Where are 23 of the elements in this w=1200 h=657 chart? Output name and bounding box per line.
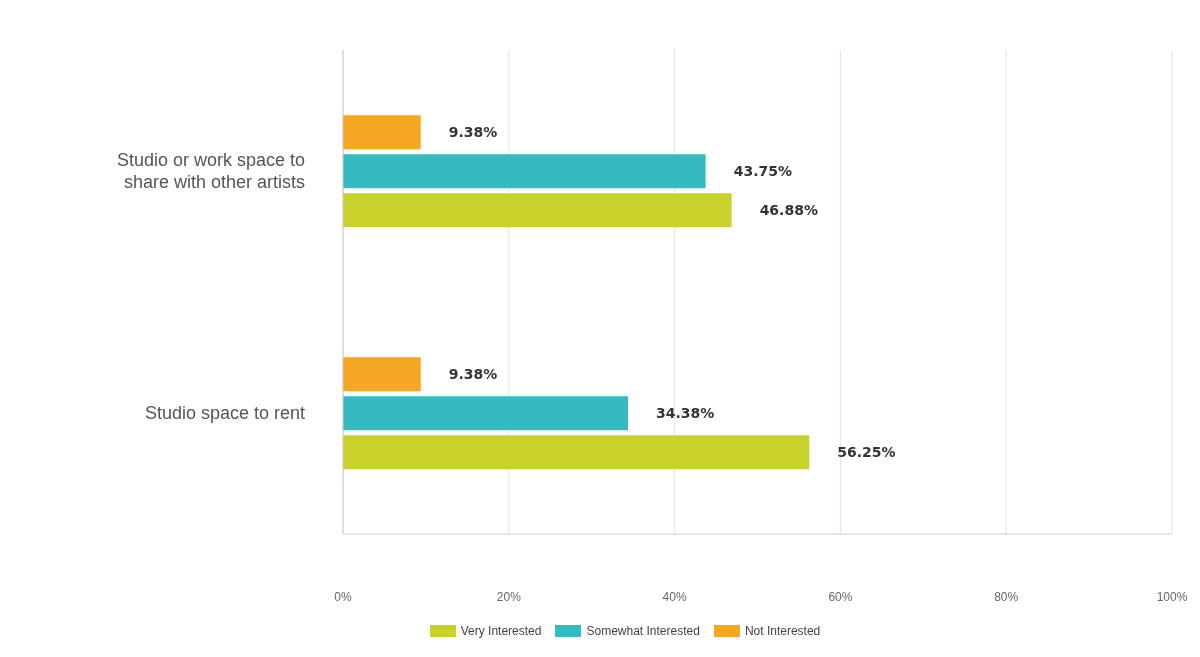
x-tick-label: 80%	[994, 589, 1019, 604]
x-tick-label: 40%	[662, 589, 687, 604]
x-tick-label: 60%	[828, 589, 853, 604]
data-label: 34.38%	[656, 405, 715, 422]
legend-label: Very Interested	[459, 624, 542, 638]
bar	[343, 154, 706, 189]
y-tick-label: Studio space to rent	[144, 403, 305, 423]
y-tick-label: Studio or work space to share with other artists	[116, 150, 305, 192]
data-label: 56.25%	[837, 444, 896, 461]
bar	[343, 115, 421, 150]
data-label: 43.75%	[733, 163, 792, 180]
legend-label: Not Interested	[743, 624, 821, 638]
bar	[343, 435, 810, 470]
bar	[343, 357, 421, 392]
x-tick-label: 0%	[334, 589, 352, 604]
data-label: 9.38%	[448, 124, 498, 141]
x-tick-label: 20%	[496, 589, 522, 604]
legend-label: Somewhat Interested	[585, 624, 700, 638]
bar	[343, 396, 629, 431]
data-label: 9.38%	[448, 366, 498, 383]
bar	[343, 193, 732, 228]
data-label: 46.88%	[759, 202, 818, 219]
x-tick-label: 100%	[1156, 589, 1188, 604]
